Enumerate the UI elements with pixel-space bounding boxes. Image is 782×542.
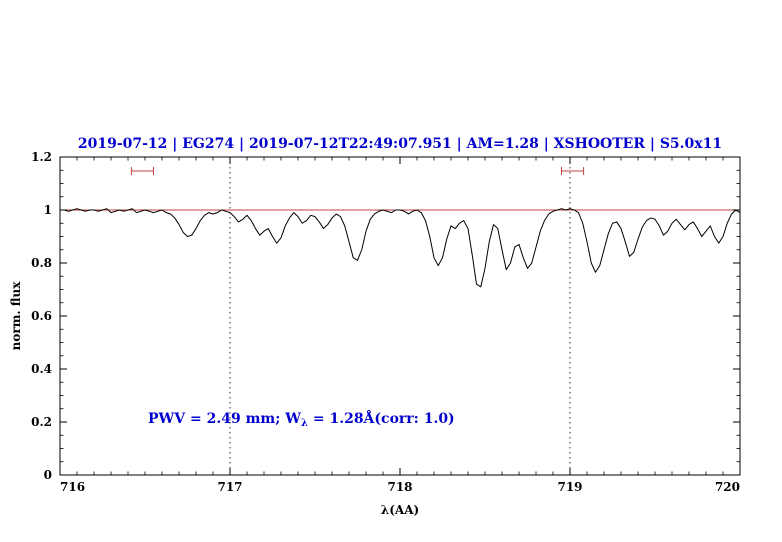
plot-title: 2019-07-12 | EG274 | 2019-07-12T22:49:07… bbox=[78, 136, 722, 152]
pwv-text: PWV = 2.49 mm; W bbox=[148, 411, 301, 427]
y-tick-label: 1.2 bbox=[31, 150, 52, 164]
x-tick-label: 719 bbox=[557, 480, 582, 494]
spectrum-line bbox=[60, 208, 741, 288]
x-tick-label: 718 bbox=[387, 480, 412, 494]
y-axis-label: norm. flux bbox=[9, 281, 23, 351]
plot-frame bbox=[59, 156, 741, 476]
y-tick-label: 0.2 bbox=[31, 415, 52, 429]
x-tick-label: 720 bbox=[715, 480, 740, 494]
x-tick-label: 717 bbox=[217, 480, 242, 494]
y-tick-label: 0 bbox=[44, 468, 52, 482]
y-tick-label: 0.6 bbox=[31, 309, 52, 323]
x-axis-label: λ(AA) bbox=[381, 503, 419, 517]
y-tick-label: 1 bbox=[44, 203, 52, 217]
equivalent-width-text: = 1.28Å(corr: 1.0) bbox=[308, 409, 455, 427]
y-tick-label: 0.8 bbox=[31, 256, 52, 270]
lambda-subscript-icon: λ bbox=[301, 418, 308, 429]
y-tick-label: 0.4 bbox=[31, 362, 52, 376]
x-tick-label: 716 bbox=[60, 480, 85, 494]
pwv-annotation: PWV = 2.49 mm; Wλ = 1.28Å(corr: 1.0) bbox=[148, 409, 455, 429]
